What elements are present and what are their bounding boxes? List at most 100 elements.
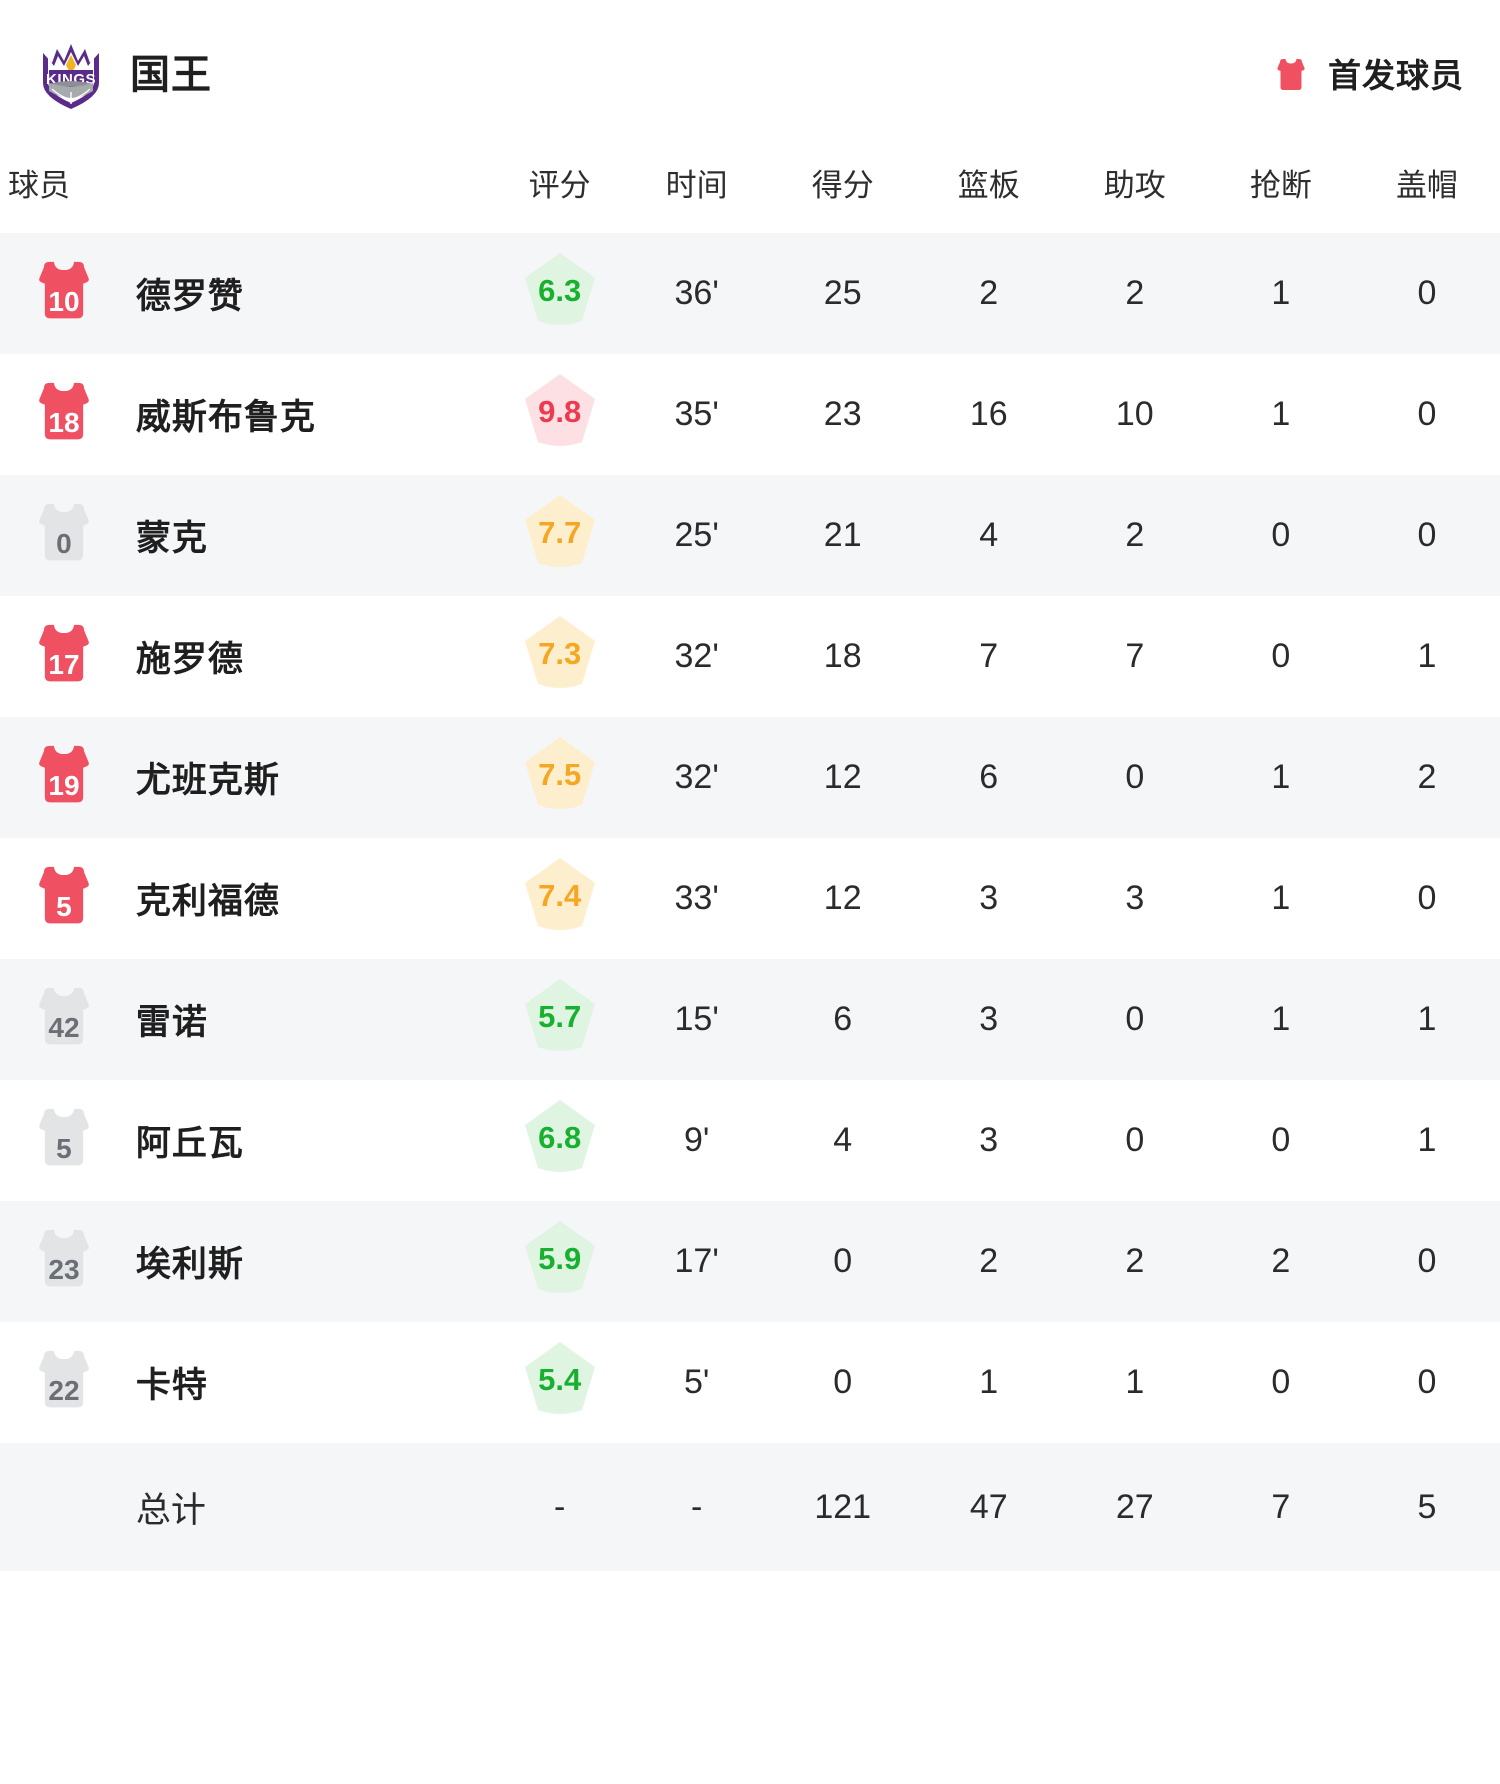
team-header: KINGS 国王 首发球员 bbox=[0, 0, 1500, 150]
column-header-player[interactable]: 球员 bbox=[8, 168, 70, 203]
stat-blocks: 0 bbox=[1417, 879, 1437, 917]
stat-rebounds: 16 bbox=[969, 395, 1008, 433]
team-identity[interactable]: KINGS 国王 bbox=[38, 39, 212, 111]
stat-rebounds: 7 bbox=[979, 637, 999, 675]
rating-value: 7.7 bbox=[538, 515, 582, 550]
stat-rebounds: 3 bbox=[979, 1000, 999, 1038]
table-row[interactable]: 23 埃利斯 5.9 17' 0 2 2 2 0 bbox=[0, 1201, 1500, 1322]
table-header-row: 球员 评分 时间 得分 篮板 助攻 抢断 盖帽 bbox=[0, 150, 1500, 233]
stat-rebounds: 2 bbox=[979, 274, 999, 312]
jersey-icon bbox=[1274, 59, 1308, 91]
rating-pentagon-icon bbox=[521, 251, 599, 331]
player-rating: 6.3 bbox=[496, 233, 624, 354]
player-name[interactable]: 克利福德 bbox=[135, 882, 280, 921]
table-row[interactable]: 22 卡特 5.4 5' 0 1 1 0 0 bbox=[0, 1322, 1500, 1443]
stat-points: 23 bbox=[823, 395, 862, 433]
player-number: 23 bbox=[48, 1254, 80, 1285]
stat-assists: 0 bbox=[1125, 1000, 1145, 1038]
stat-steals: 0 bbox=[1271, 516, 1291, 554]
player-name[interactable]: 德罗赞 bbox=[135, 277, 244, 316]
player-jersey: 10 bbox=[0, 233, 128, 354]
stat-blocks: 0 bbox=[1417, 274, 1437, 312]
rating-value: 7.4 bbox=[538, 878, 582, 913]
total-minutes: - bbox=[691, 1487, 703, 1526]
player-rating: 5.9 bbox=[496, 1201, 624, 1322]
stat-steals: 0 bbox=[1271, 1121, 1291, 1159]
table-row[interactable]: 18 威斯布鲁克 9.8 35' 23 16 10 1 0 bbox=[0, 354, 1500, 475]
player-name[interactable]: 埃利斯 bbox=[135, 1245, 244, 1284]
starters-legend: 首发球员 bbox=[1274, 59, 1464, 92]
table-row[interactable]: 0 蒙克 7.7 25' 21 4 2 0 0 bbox=[0, 475, 1500, 596]
player-number: 18 bbox=[48, 407, 80, 438]
column-header-rebounds[interactable]: 篮板 bbox=[957, 168, 1020, 203]
rating-pentagon-icon bbox=[521, 372, 599, 452]
stat-assists: 2 bbox=[1125, 516, 1145, 554]
column-header-rating[interactable]: 评分 bbox=[528, 168, 591, 203]
player-name[interactable]: 威斯布鲁克 bbox=[135, 398, 316, 437]
stat-rebounds: 2 bbox=[979, 1242, 999, 1280]
stat-points: 6 bbox=[833, 1000, 853, 1038]
stat-minutes: 35' bbox=[674, 395, 719, 433]
total-rebounds: 47 bbox=[969, 1487, 1008, 1526]
stat-assists: 10 bbox=[1115, 395, 1154, 433]
table-row[interactable]: 10 德罗赞 6.3 36' 25 2 2 1 0 bbox=[0, 233, 1500, 354]
jersey-icon bbox=[33, 499, 95, 567]
player-jersey: 42 bbox=[0, 959, 128, 1080]
player-number: 19 bbox=[48, 770, 80, 801]
stat-points: 0 bbox=[833, 1242, 853, 1280]
player-name[interactable]: 阿丘瓦 bbox=[135, 1124, 244, 1163]
table-row[interactable]: 5 克利福德 7.4 33' 12 3 3 1 0 bbox=[0, 838, 1500, 959]
stat-blocks: 0 bbox=[1417, 516, 1437, 554]
column-header-blocks[interactable]: 盖帽 bbox=[1395, 168, 1458, 203]
stat-assists: 7 bbox=[1125, 637, 1145, 675]
rating-value: 9.8 bbox=[538, 394, 582, 429]
stat-rebounds: 4 bbox=[979, 516, 999, 554]
stat-minutes: 15' bbox=[674, 1000, 719, 1038]
stat-minutes: 36' bbox=[674, 274, 719, 312]
player-name[interactable]: 施罗德 bbox=[135, 640, 244, 679]
player-name[interactable]: 卡特 bbox=[135, 1366, 208, 1405]
kings-logo-icon: KINGS bbox=[38, 39, 104, 111]
table-row[interactable]: 19 尤班克斯 7.5 32' 12 6 0 1 2 bbox=[0, 717, 1500, 838]
stat-rebounds: 3 bbox=[979, 1121, 999, 1159]
rating-value: 5.4 bbox=[538, 1362, 582, 1397]
stat-rebounds: 3 bbox=[979, 879, 999, 917]
player-rating: 7.4 bbox=[496, 838, 624, 959]
player-name[interactable]: 蒙克 bbox=[135, 519, 208, 558]
stat-minutes: 9' bbox=[683, 1121, 710, 1159]
total-points: 121 bbox=[814, 1487, 872, 1526]
player-name[interactable]: 雷诺 bbox=[135, 1003, 208, 1042]
stat-assists: 1 bbox=[1125, 1363, 1145, 1401]
stat-minutes: 33' bbox=[674, 879, 719, 917]
column-header-minutes[interactable]: 时间 bbox=[665, 168, 728, 203]
jersey-icon bbox=[33, 862, 95, 930]
stat-steals: 1 bbox=[1271, 1000, 1291, 1038]
rating-pentagon-icon bbox=[521, 977, 599, 1057]
table-body: 10 德罗赞 6.3 36' 25 2 2 1 0 18 威斯布鲁克 9.8 35' 23 16 10 1 0 0 蒙… bbox=[0, 233, 1500, 1571]
jersey-icon bbox=[33, 378, 95, 446]
total-spacer bbox=[0, 1443, 128, 1571]
column-header-steals[interactable]: 抢断 bbox=[1249, 168, 1312, 203]
player-jersey: 17 bbox=[0, 596, 128, 717]
player-number: 17 bbox=[48, 649, 80, 680]
column-header-assists[interactable]: 助攻 bbox=[1103, 168, 1166, 203]
stat-steals: 2 bbox=[1271, 1242, 1291, 1280]
table-row[interactable]: 5 阿丘瓦 6.8 9' 4 3 0 0 1 bbox=[0, 1080, 1500, 1201]
rating-value: 7.5 bbox=[538, 757, 582, 792]
player-number: 5 bbox=[56, 891, 72, 922]
total-label: 总计 bbox=[135, 1490, 206, 1530]
table-row[interactable]: 42 雷诺 5.7 15' 6 3 0 1 1 bbox=[0, 959, 1500, 1080]
player-rating: 9.8 bbox=[496, 354, 624, 475]
rating-pentagon-icon bbox=[521, 493, 599, 573]
stat-blocks: 1 bbox=[1417, 1121, 1437, 1159]
player-name[interactable]: 尤班克斯 bbox=[135, 761, 280, 800]
stat-blocks: 2 bbox=[1417, 758, 1437, 796]
stat-points: 18 bbox=[823, 637, 862, 675]
rating-pentagon-icon bbox=[521, 1098, 599, 1178]
column-header-points[interactable]: 得分 bbox=[811, 168, 874, 203]
stat-points: 12 bbox=[823, 758, 862, 796]
table-row[interactable]: 17 施罗德 7.3 32' 18 7 7 0 1 bbox=[0, 596, 1500, 717]
stat-points: 21 bbox=[823, 516, 862, 554]
stat-rebounds: 1 bbox=[979, 1363, 999, 1401]
player-rating: 7.3 bbox=[496, 596, 624, 717]
